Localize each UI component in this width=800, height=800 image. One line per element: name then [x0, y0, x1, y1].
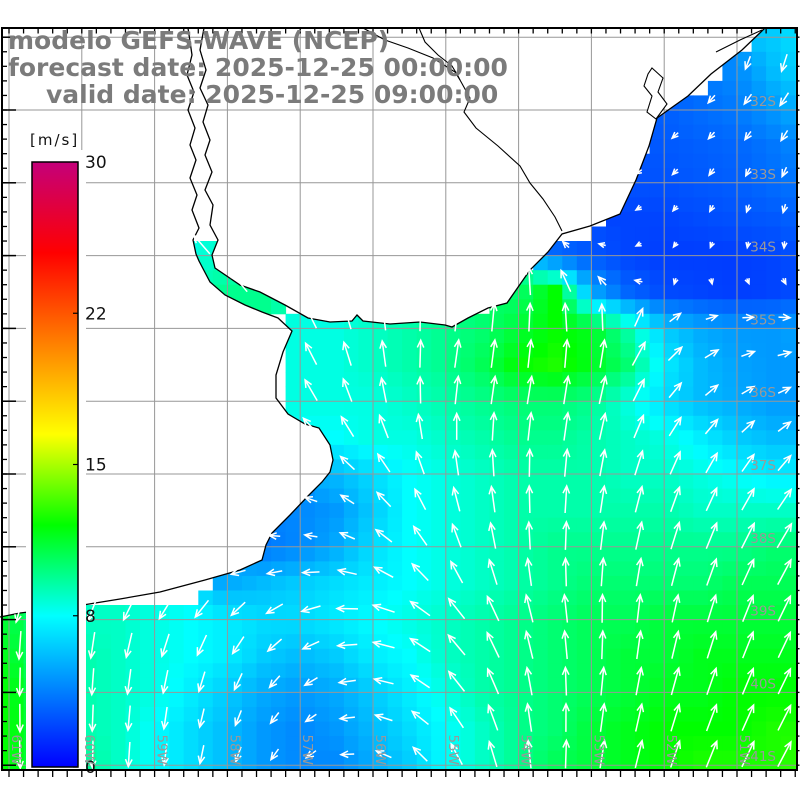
coastal-lagoon: [643, 67, 668, 120]
lat-label: 38S: [750, 531, 776, 547]
lat-label: 39S: [750, 604, 776, 620]
map-frame: [1, 27, 800, 777]
colorbar-gradient: [31, 161, 79, 768]
river-line: [362, 27, 563, 232]
lat-label: 32S: [750, 94, 776, 110]
lon-label: 54W: [518, 734, 534, 765]
colorbar: 30 22 15 8 0: [26, 150, 107, 778]
lon-label: 59W: [154, 734, 170, 765]
lat-label: 36S: [750, 385, 776, 401]
colorbar-tick-label: 15: [85, 456, 107, 476]
lon-label: 58W: [226, 734, 242, 765]
lon-label: 52W: [663, 734, 679, 765]
lon-label: 51W: [736, 734, 752, 765]
coastline: [0, 27, 766, 618]
lon-label: 55W: [445, 734, 461, 765]
lat-label: 37S: [750, 458, 776, 474]
lon-label: 60W: [81, 734, 97, 765]
wave-height-cells: [2, 28, 797, 770]
lat-label: 41S: [750, 749, 776, 765]
lat-label: 40S: [750, 676, 776, 692]
lat-label: 35S: [750, 312, 776, 328]
lon-label: 56W: [372, 734, 388, 765]
river-line: [715, 29, 763, 53]
colorbar-tick-label: 0: [85, 758, 96, 778]
lat-label: 33S: [750, 167, 776, 183]
colorbar-tick-label: 22: [85, 304, 107, 324]
lon-label: 61W: [8, 734, 24, 765]
colorbar-tick-label: 8: [85, 607, 96, 627]
axis-labels: 32S 33S 34S 35S 36S 37S 38S 39S 40S 41S 61W 60W 59W 5…: [8, 94, 776, 765]
lat-label: 34S: [750, 240, 776, 256]
lon-label: 53W: [590, 734, 606, 765]
wind-arrows: [14, 53, 793, 771]
colorbar-tick-label: 30: [85, 153, 107, 173]
lon-label: 57W: [299, 734, 315, 765]
river-line: [418, 27, 461, 81]
colorbar-unit-label: [m/s]: [30, 131, 80, 149]
